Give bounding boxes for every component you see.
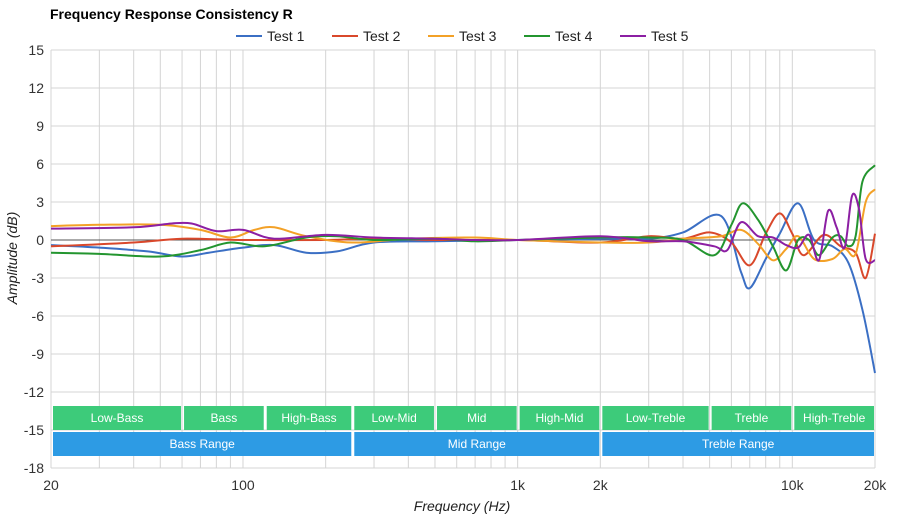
- band-label: Bass Range: [169, 437, 235, 451]
- series-test-4: [50, 164, 876, 272]
- legend-entry: Test 3: [459, 28, 497, 44]
- y-tick-label: 0: [36, 232, 44, 248]
- band-bass: [184, 406, 264, 430]
- band-label: Mid: [467, 411, 486, 425]
- x-axis-label: Frequency (Hz): [414, 498, 510, 514]
- y-tick-label: 9: [36, 118, 44, 134]
- series-test-2: [50, 212, 876, 280]
- legend-entry: Test 2: [363, 28, 401, 44]
- band-treble: [711, 406, 792, 430]
- band-low-mid: [354, 406, 434, 430]
- band-label: Bass: [211, 411, 238, 425]
- band-label: Treble Range: [702, 437, 775, 451]
- band-label: Low-Bass: [91, 411, 144, 425]
- y-tick-label: -18: [24, 460, 44, 476]
- chart-title: Frequency Response Consistency R: [50, 6, 293, 22]
- band-label: High-Bass: [281, 411, 336, 425]
- band-label: High-Treble: [803, 411, 866, 425]
- x-tick-label: 20: [43, 477, 59, 493]
- band-mid: [436, 406, 517, 430]
- legend-entry: Test 1: [267, 28, 305, 44]
- x-tick-label: 100: [231, 477, 255, 493]
- x-tick-label: 10k: [781, 477, 805, 493]
- band-mid-range: [354, 432, 600, 456]
- band-bass-range: [53, 432, 352, 456]
- series-test-5: [50, 192, 876, 265]
- series-test-1: [50, 202, 876, 374]
- band-low-bass: [53, 406, 182, 430]
- y-tick-label: 15: [28, 42, 44, 58]
- y-tick-label: -6: [32, 308, 45, 324]
- series-lines: [50, 164, 876, 374]
- band-label: High-Mid: [535, 411, 583, 425]
- band-label: Treble: [735, 411, 769, 425]
- y-axis-ticks: 15 12 9 6 3 0 -3 -6 -9 -12 -15 -18: [24, 42, 44, 476]
- band-high-mid: [519, 406, 600, 430]
- band-label: Low-Mid: [371, 411, 416, 425]
- y-axis-label: Amplitude (dB): [4, 212, 20, 306]
- legend-entry: Test 4: [555, 28, 593, 44]
- x-tick-label: 2k: [593, 477, 609, 493]
- legend-entry: Test 5: [651, 28, 689, 44]
- x-tick-label: 1k: [510, 477, 526, 493]
- legend: Test 1 Test 2 Test 3 Test 4 Test 5: [236, 28, 689, 44]
- band-treble-range: [602, 432, 874, 456]
- series-test-3: [50, 188, 876, 263]
- y-tick-label: 3: [36, 194, 44, 210]
- band-label: Low-Treble: [626, 411, 686, 425]
- band-low-treble: [602, 406, 709, 430]
- y-tick-label: -9: [32, 346, 45, 362]
- y-tick-label: 12: [28, 80, 44, 96]
- y-tick-label: -3: [32, 270, 45, 286]
- band-high-treble: [794, 406, 874, 430]
- grid: [50, 49, 876, 469]
- band-high-bass: [266, 406, 352, 430]
- x-axis-ticks: 20 100 1k 2k 10k 20k: [43, 477, 887, 493]
- y-tick-label: -15: [24, 422, 44, 438]
- y-tick-label: -12: [24, 384, 44, 400]
- y-tick-label: 6: [36, 156, 44, 172]
- range-bands: Low-Bass Bass High-Bass Low-Mid Mid High-Mid L…: [53, 406, 874, 456]
- x-tick-label: 20k: [864, 477, 888, 493]
- band-label: Mid Range: [448, 437, 506, 451]
